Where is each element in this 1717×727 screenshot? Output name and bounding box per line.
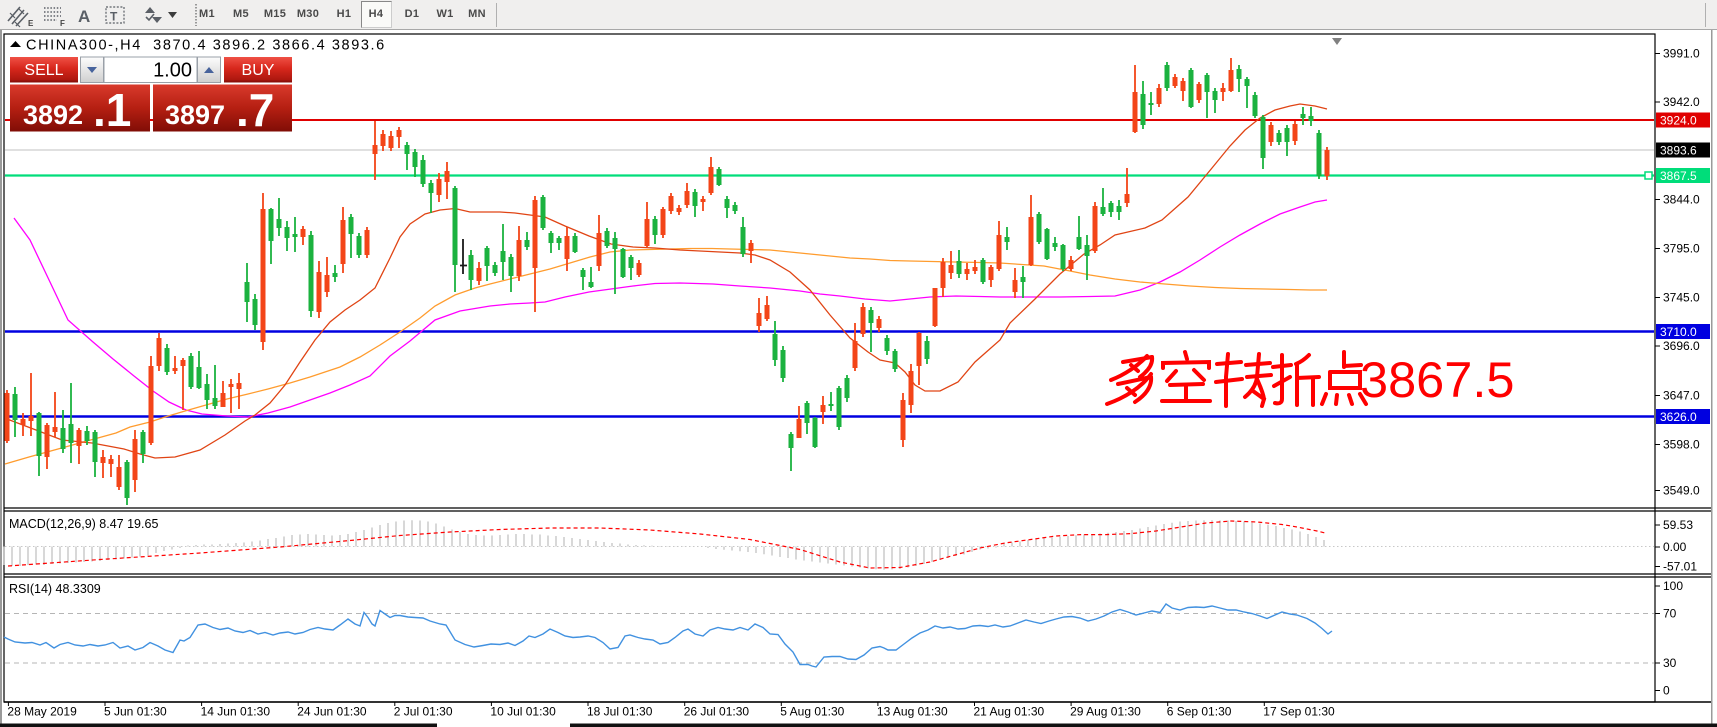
svg-text:E: E: [28, 19, 34, 28]
svg-text:3844.0: 3844.0: [1663, 193, 1700, 207]
svg-text:3598.0: 3598.0: [1663, 438, 1700, 452]
svg-text:59.53: 59.53: [1663, 518, 1693, 532]
svg-text:0.00: 0.00: [1663, 540, 1687, 554]
svg-text:70: 70: [1663, 607, 1677, 621]
svg-text:17 Sep 01:30: 17 Sep 01:30: [1263, 705, 1335, 719]
svg-text:5 Jun 01:30: 5 Jun 01:30: [104, 705, 167, 719]
svg-text:3647.0: 3647.0: [1663, 389, 1700, 403]
svg-text:3893.6: 3893.6: [1660, 144, 1697, 158]
svg-text:3549.0: 3549.0: [1663, 484, 1700, 498]
svg-text:3795.0: 3795.0: [1663, 242, 1700, 256]
svg-text:28 May 2019: 28 May 2019: [7, 705, 77, 719]
svg-text:RSI(14) 48.3309: RSI(14) 48.3309: [9, 582, 101, 596]
svg-text:3745.0: 3745.0: [1663, 291, 1700, 305]
svg-text:10 Jul 01:30: 10 Jul 01:30: [490, 705, 556, 719]
svg-text:.7: .7: [236, 84, 274, 136]
svg-text:2 Jul 01:30: 2 Jul 01:30: [394, 705, 453, 719]
svg-text:3991.0: 3991.0: [1663, 47, 1700, 61]
svg-text:1.00: 1.00: [153, 60, 192, 82]
svg-text:A: A: [78, 7, 90, 26]
svg-text:24 Jun 01:30: 24 Jun 01:30: [297, 705, 367, 719]
svg-text:29 Aug 01:30: 29 Aug 01:30: [1070, 705, 1141, 719]
svg-text:5 Aug 01:30: 5 Aug 01:30: [780, 705, 844, 719]
svg-text:-57.01: -57.01: [1663, 560, 1697, 574]
svg-text:3892: 3892: [23, 100, 83, 130]
svg-text:3626.0: 3626.0: [1660, 410, 1697, 424]
svg-text:.1: .1: [93, 84, 131, 136]
svg-text:3696.0: 3696.0: [1663, 339, 1700, 353]
svg-text:SELL: SELL: [24, 62, 63, 79]
svg-text:6 Sep 01:30: 6 Sep 01:30: [1167, 705, 1232, 719]
svg-text:T: T: [110, 10, 118, 24]
svg-text:3897: 3897: [165, 100, 225, 130]
svg-text:100: 100: [1663, 579, 1683, 593]
svg-text:BUY: BUY: [242, 62, 275, 79]
svg-text:3867.5: 3867.5: [1360, 351, 1514, 408]
svg-text:26 Jul 01:30: 26 Jul 01:30: [684, 705, 750, 719]
svg-text:21 Aug 01:30: 21 Aug 01:30: [974, 705, 1045, 719]
svg-text:13 Aug 01:30: 13 Aug 01:30: [877, 705, 948, 719]
svg-text:3867.5: 3867.5: [1660, 169, 1697, 183]
svg-text:MACD(12,26,9) 8.47 19.65: MACD(12,26,9) 8.47 19.65: [9, 517, 158, 531]
svg-text:0: 0: [1663, 684, 1670, 698]
svg-text:18 Jul 01:30: 18 Jul 01:30: [587, 705, 653, 719]
svg-text:CHINA300-,H4 3870.4 3896.2 38: CHINA300-,H4 3870.4 3896.2 3866.4 3893.6: [26, 38, 386, 54]
svg-text:3710.0: 3710.0: [1660, 325, 1697, 339]
svg-text:F: F: [60, 19, 65, 28]
svg-text:14 Jun 01:30: 14 Jun 01:30: [201, 705, 271, 719]
svg-text:3924.0: 3924.0: [1660, 114, 1697, 128]
svg-text:3942.0: 3942.0: [1663, 95, 1700, 109]
svg-text:30: 30: [1663, 656, 1677, 670]
